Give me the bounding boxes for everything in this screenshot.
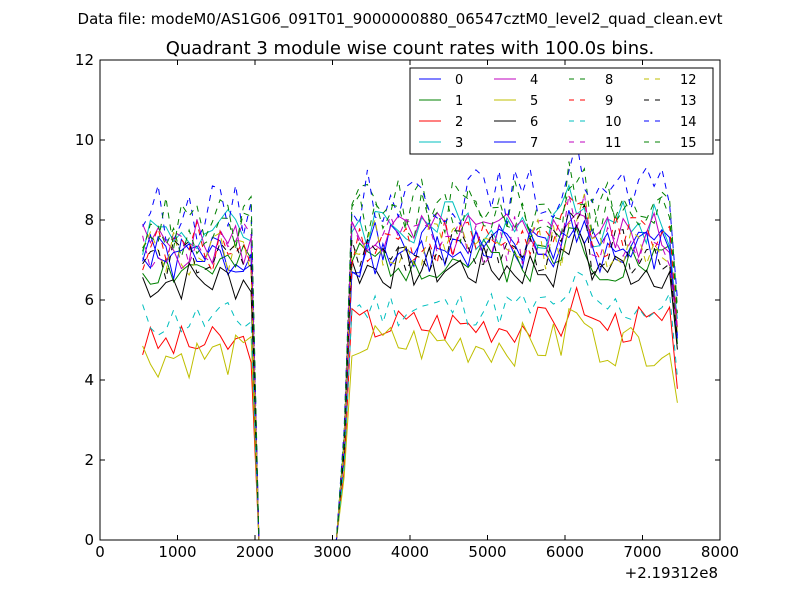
x-tick-label: 1000	[158, 543, 196, 561]
x-offset-label: +2.19312e8	[625, 564, 718, 582]
legend-label-4: 4	[530, 73, 538, 88]
y-tick-label: 10	[75, 131, 94, 149]
suptitle: Data file: modeM0/AS1G06_091T01_90000008…	[78, 10, 723, 29]
legend-label-0: 0	[455, 73, 463, 88]
x-tick-label: 8000	[701, 543, 739, 561]
series-line-8	[142, 167, 678, 541]
y-tick-label: 12	[75, 51, 94, 69]
x-tick-label: 4000	[391, 543, 429, 561]
y-tick-label: 8	[84, 211, 94, 229]
y-tick-label: 6	[84, 291, 94, 309]
x-tick-label: 3000	[313, 543, 351, 561]
legend-box	[409, 67, 714, 155]
series-line-15	[142, 161, 678, 541]
series-line-12	[142, 193, 678, 541]
series-line-6	[142, 224, 678, 541]
legend-label-14: 14	[680, 115, 697, 130]
x-tick-label: 0	[95, 543, 105, 561]
series-line-3	[142, 183, 678, 541]
series-line-7	[142, 210, 678, 541]
series-line-2	[142, 285, 678, 541]
legend-label-13: 13	[680, 94, 697, 109]
legend-label-9: 9	[605, 94, 613, 109]
series-line-13	[142, 203, 678, 541]
chart-title: Quadrant 3 module wise count rates with …	[166, 38, 655, 59]
y-tick-label: 4	[84, 371, 94, 389]
legend-label-12: 12	[680, 73, 697, 88]
x-tick-label: 2000	[236, 543, 274, 561]
legend-label-10: 10	[605, 115, 622, 130]
series-line-9	[142, 195, 678, 541]
series-line-1	[142, 227, 678, 541]
legend-label-6: 6	[530, 115, 538, 130]
series-line-14	[142, 141, 678, 541]
series-layer	[142, 141, 678, 541]
x-tick-label: 6000	[546, 543, 584, 561]
legend-label-2: 2	[455, 115, 463, 130]
legend-label-11: 11	[605, 136, 622, 151]
x-tick-label: 5000	[468, 543, 506, 561]
legend-label-15: 15	[680, 136, 697, 151]
x-tick-label: 7000	[623, 543, 661, 561]
series-line-10	[142, 270, 678, 541]
y-tick-label: 2	[84, 451, 94, 469]
y-tick-label: 0	[84, 531, 94, 549]
legend-label-3: 3	[455, 136, 463, 151]
legend-label-5: 5	[530, 94, 538, 109]
series-line-5	[142, 308, 678, 541]
legend-label-8: 8	[605, 73, 613, 88]
legend-label-7: 7	[530, 136, 538, 151]
ticks-layer: 0 1000 2000 3000 4000 5000 6000 7000 80000246810…	[75, 51, 739, 561]
legend-label-1: 1	[455, 94, 463, 109]
